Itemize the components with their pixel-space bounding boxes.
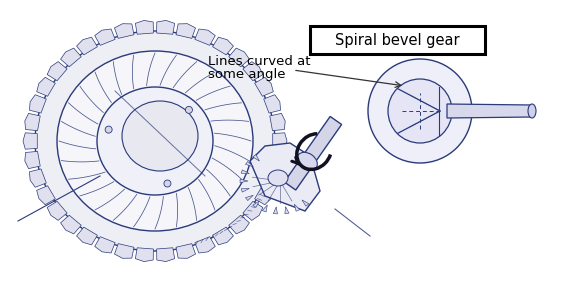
- Ellipse shape: [297, 152, 318, 170]
- Circle shape: [368, 59, 472, 163]
- Circle shape: [185, 106, 192, 113]
- Polygon shape: [246, 161, 253, 167]
- Polygon shape: [264, 95, 281, 113]
- Polygon shape: [95, 29, 115, 45]
- Polygon shape: [213, 227, 234, 245]
- Ellipse shape: [268, 170, 288, 186]
- Polygon shape: [176, 244, 196, 258]
- Ellipse shape: [97, 87, 213, 195]
- Polygon shape: [176, 24, 196, 38]
- Polygon shape: [250, 143, 320, 211]
- Polygon shape: [263, 205, 267, 212]
- Polygon shape: [77, 37, 98, 55]
- Polygon shape: [23, 133, 37, 149]
- Polygon shape: [447, 104, 532, 118]
- Polygon shape: [25, 113, 40, 131]
- Ellipse shape: [57, 51, 253, 231]
- Polygon shape: [156, 248, 175, 262]
- Polygon shape: [253, 155, 260, 161]
- Polygon shape: [270, 113, 285, 131]
- Polygon shape: [285, 207, 289, 214]
- Polygon shape: [294, 204, 300, 211]
- Circle shape: [388, 79, 452, 143]
- Polygon shape: [213, 37, 234, 55]
- Polygon shape: [47, 201, 67, 221]
- Polygon shape: [243, 62, 263, 81]
- Polygon shape: [255, 77, 273, 96]
- Polygon shape: [61, 48, 81, 67]
- Circle shape: [105, 126, 112, 133]
- Polygon shape: [273, 207, 277, 214]
- Polygon shape: [243, 201, 263, 221]
- Polygon shape: [302, 200, 309, 206]
- Polygon shape: [253, 201, 260, 207]
- Polygon shape: [95, 237, 115, 253]
- Polygon shape: [25, 151, 40, 169]
- Text: Lines curved at: Lines curved at: [208, 55, 311, 68]
- Polygon shape: [37, 77, 56, 96]
- Polygon shape: [136, 248, 154, 262]
- Polygon shape: [273, 133, 287, 149]
- Polygon shape: [229, 215, 249, 234]
- Polygon shape: [240, 179, 248, 183]
- Text: Spiral bevel gear: Spiral bevel gear: [335, 33, 460, 47]
- Polygon shape: [77, 227, 98, 245]
- Polygon shape: [246, 195, 253, 201]
- Polygon shape: [270, 151, 285, 169]
- Ellipse shape: [122, 101, 198, 171]
- Polygon shape: [29, 169, 46, 187]
- Polygon shape: [47, 62, 67, 81]
- Polygon shape: [29, 95, 46, 113]
- Polygon shape: [61, 215, 81, 234]
- Circle shape: [164, 180, 171, 187]
- Polygon shape: [241, 170, 249, 173]
- Polygon shape: [115, 244, 134, 258]
- Polygon shape: [115, 24, 134, 38]
- Polygon shape: [229, 48, 249, 67]
- Polygon shape: [284, 116, 342, 190]
- Text: some angle: some angle: [208, 68, 286, 81]
- Polygon shape: [195, 237, 215, 253]
- Polygon shape: [255, 186, 273, 205]
- Polygon shape: [264, 169, 281, 187]
- Bar: [310, 26, 485, 54]
- Polygon shape: [136, 20, 154, 34]
- Ellipse shape: [528, 104, 536, 118]
- Polygon shape: [156, 20, 175, 34]
- Polygon shape: [37, 186, 56, 205]
- Polygon shape: [241, 189, 249, 192]
- Polygon shape: [195, 29, 215, 45]
- Ellipse shape: [35, 31, 275, 251]
